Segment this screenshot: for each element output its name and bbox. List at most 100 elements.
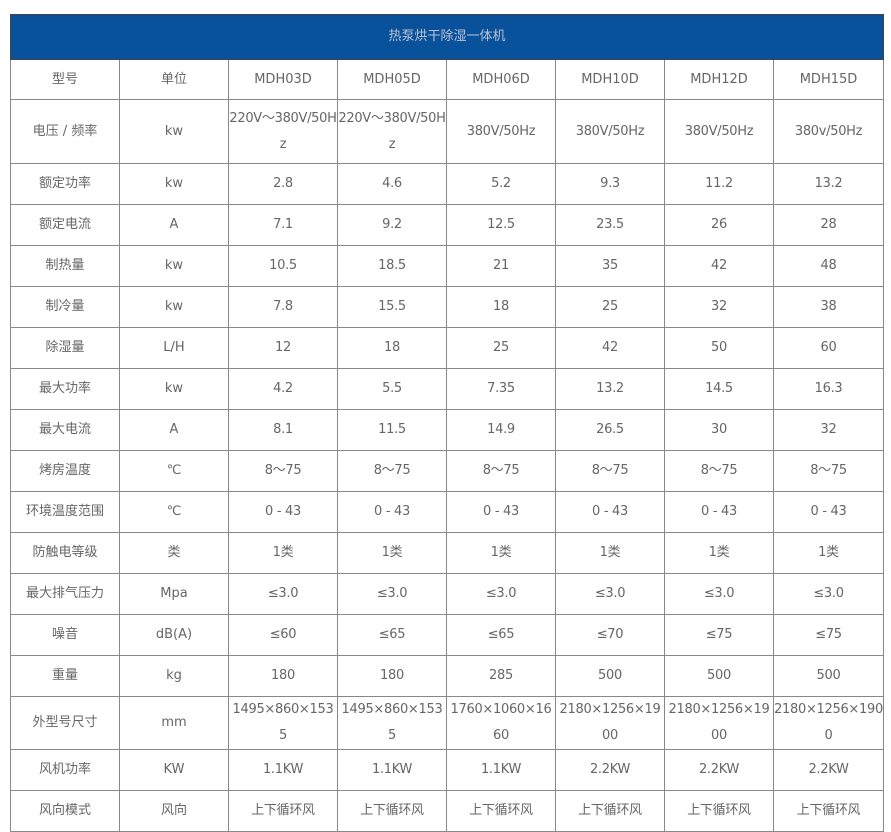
cell-value: ≤75 [664, 614, 774, 656]
cell-value: 0 - 43 [337, 491, 447, 533]
cell-value: ≤3.0 [772, 573, 885, 615]
header-row: 型号 单位 MDH03D MDH05D MDH06D MDH10D MDH12D MDH15D [10, 59, 885, 100]
cell-value: 380V/50Hz [555, 99, 665, 164]
cell-value: 7.1 [228, 204, 338, 246]
row-label: 重量 [10, 655, 120, 697]
cell-value: 0 - 43 [228, 491, 338, 533]
row-label: 最大排气压力 [10, 573, 120, 615]
cell-value: ≤60 [228, 614, 338, 656]
cell-value: ≤3.0 [337, 573, 447, 615]
cell-value: 380V/50Hz [446, 99, 556, 164]
cell-value: 2.2KW [664, 749, 774, 791]
cell-value: ≤3.0 [555, 573, 665, 615]
cell-value: 9.2 [337, 204, 447, 246]
cell-value: 21 [446, 245, 556, 287]
cell-value: 1类 [337, 532, 447, 574]
cell-value: 12.5 [446, 204, 556, 246]
row-label: 风机功率 [10, 749, 120, 791]
cell-value: 11.2 [664, 163, 774, 205]
spec-table: 热泵烘干除湿一体机 型号 单位 MDH03D MDH05D MDH06D MDH10D MD… [9, 14, 885, 832]
cell-value: 14.5 [664, 368, 774, 410]
cell-value: 1.1KW [228, 749, 338, 791]
table-row: 烤房温度 ℃ 8～75 8～75 8～75 8～75 8～75 8～75 [10, 450, 885, 492]
header-model-mdh12d: MDH12D [664, 59, 774, 100]
row-label: 额定电流 [10, 204, 120, 246]
table-row: 最大电流 A 8.1 11.5 14.9 26.5 30 32 [10, 409, 885, 451]
cell-value: 28 [772, 204, 885, 246]
cell-value: 48 [772, 245, 885, 287]
cell-value: 上下循环风 [772, 790, 885, 832]
cell-value: 2.8 [228, 163, 338, 205]
row-unit: Mpa [119, 573, 229, 615]
row-unit: 类 [119, 532, 229, 574]
cell-value: 8～75 [446, 450, 556, 492]
cell-value: 1760×1060×1660 [446, 696, 556, 750]
row-label: 烤房温度 [10, 450, 120, 492]
header-model-label: 型号 [10, 59, 120, 100]
cell-value: 12 [228, 327, 338, 369]
cell-value: 上下循环风 [228, 790, 338, 832]
row-unit: KW [119, 749, 229, 791]
table-row: 制冷量 kw 7.8 15.5 18 25 32 38 [10, 286, 885, 328]
row-label: 制热量 [10, 245, 120, 287]
row-unit: kw [119, 368, 229, 410]
cell-value: 1类 [555, 532, 665, 574]
header-model-mdh03d: MDH03D [228, 59, 338, 100]
cell-value: 380V/50Hz [664, 99, 774, 164]
cell-value: 180 [228, 655, 338, 697]
cell-value: 8～75 [555, 450, 665, 492]
cell-value: 18.5 [337, 245, 447, 287]
cell-value: ≤75 [772, 614, 885, 656]
cell-value: 0 - 43 [664, 491, 774, 533]
cell-value: 1.1KW [446, 749, 556, 791]
cell-value: 1类 [228, 532, 338, 574]
row-label: 环境温度范围 [10, 491, 120, 533]
cell-value: 1.1KW [337, 749, 447, 791]
cell-value: 1类 [772, 532, 885, 574]
row-unit: L/H [119, 327, 229, 369]
table-row: 风向模式 风向 上下循环风 上下循环风 上下循环风 上下循环风 上下循环风 上下循环风 [10, 790, 885, 832]
cell-value: 8～75 [228, 450, 338, 492]
cell-value: 16.3 [772, 368, 885, 410]
cell-value: 8～75 [772, 450, 885, 492]
cell-value: 180 [337, 655, 447, 697]
cell-value: 220V～380V/50Hz [337, 99, 447, 164]
table-body: 型号 单位 MDH03D MDH05D MDH06D MDH10D MDH12D MDH15D… [10, 59, 885, 832]
row-label: 防触电等级 [10, 532, 120, 574]
cell-value: 8～75 [664, 450, 774, 492]
table-row: 最大功率 kw 4.2 5.5 7.35 13.2 14.5 16.3 [10, 368, 885, 410]
cell-value: 上下循环风 [446, 790, 556, 832]
cell-value: 15.5 [337, 286, 447, 328]
cell-value: 18 [446, 286, 556, 328]
cell-value: 32 [772, 409, 885, 451]
table-row: 防触电等级类 1类 1类 1类 1类 1类 1类 [10, 532, 885, 574]
cell-value: 1495×860×1535 [337, 696, 447, 750]
row-label: 噪音 [10, 614, 120, 656]
row-unit: mm [119, 696, 229, 750]
cell-value: 23.5 [555, 204, 665, 246]
cell-value: 5.5 [337, 368, 447, 410]
cell-value: 4.6 [337, 163, 447, 205]
row-label: 最大电流 [10, 409, 120, 451]
cell-value: 42 [664, 245, 774, 287]
header-model-mdh15d: MDH15D [772, 59, 885, 100]
row-unit: ℃ [119, 450, 229, 492]
cell-value: 500 [664, 655, 774, 697]
cell-value: 7.8 [228, 286, 338, 328]
cell-value: 13.2 [555, 368, 665, 410]
cell-value: 上下循环风 [664, 790, 774, 832]
cell-value: 上下循环风 [555, 790, 665, 832]
table-row: 额定功率 kw 2.8 4.6 5.2 9.3 11.2 13.2 [10, 163, 885, 205]
cell-value: 1类 [446, 532, 556, 574]
cell-value: 2.2KW [555, 749, 665, 791]
cell-value: 上下循环风 [337, 790, 447, 832]
cell-value: 2.2KW [772, 749, 885, 791]
row-label: 除湿量 [10, 327, 120, 369]
row-label: 电压 / 频率 [10, 99, 120, 164]
cell-value: 7.35 [446, 368, 556, 410]
cell-value: 11.5 [337, 409, 447, 451]
cell-value: 26 [664, 204, 774, 246]
cell-value: 1495×860×1535 [228, 696, 338, 750]
table-row: 重量 kg 180 180 285 500 500 500 [10, 655, 885, 697]
cell-value: 4.2 [228, 368, 338, 410]
